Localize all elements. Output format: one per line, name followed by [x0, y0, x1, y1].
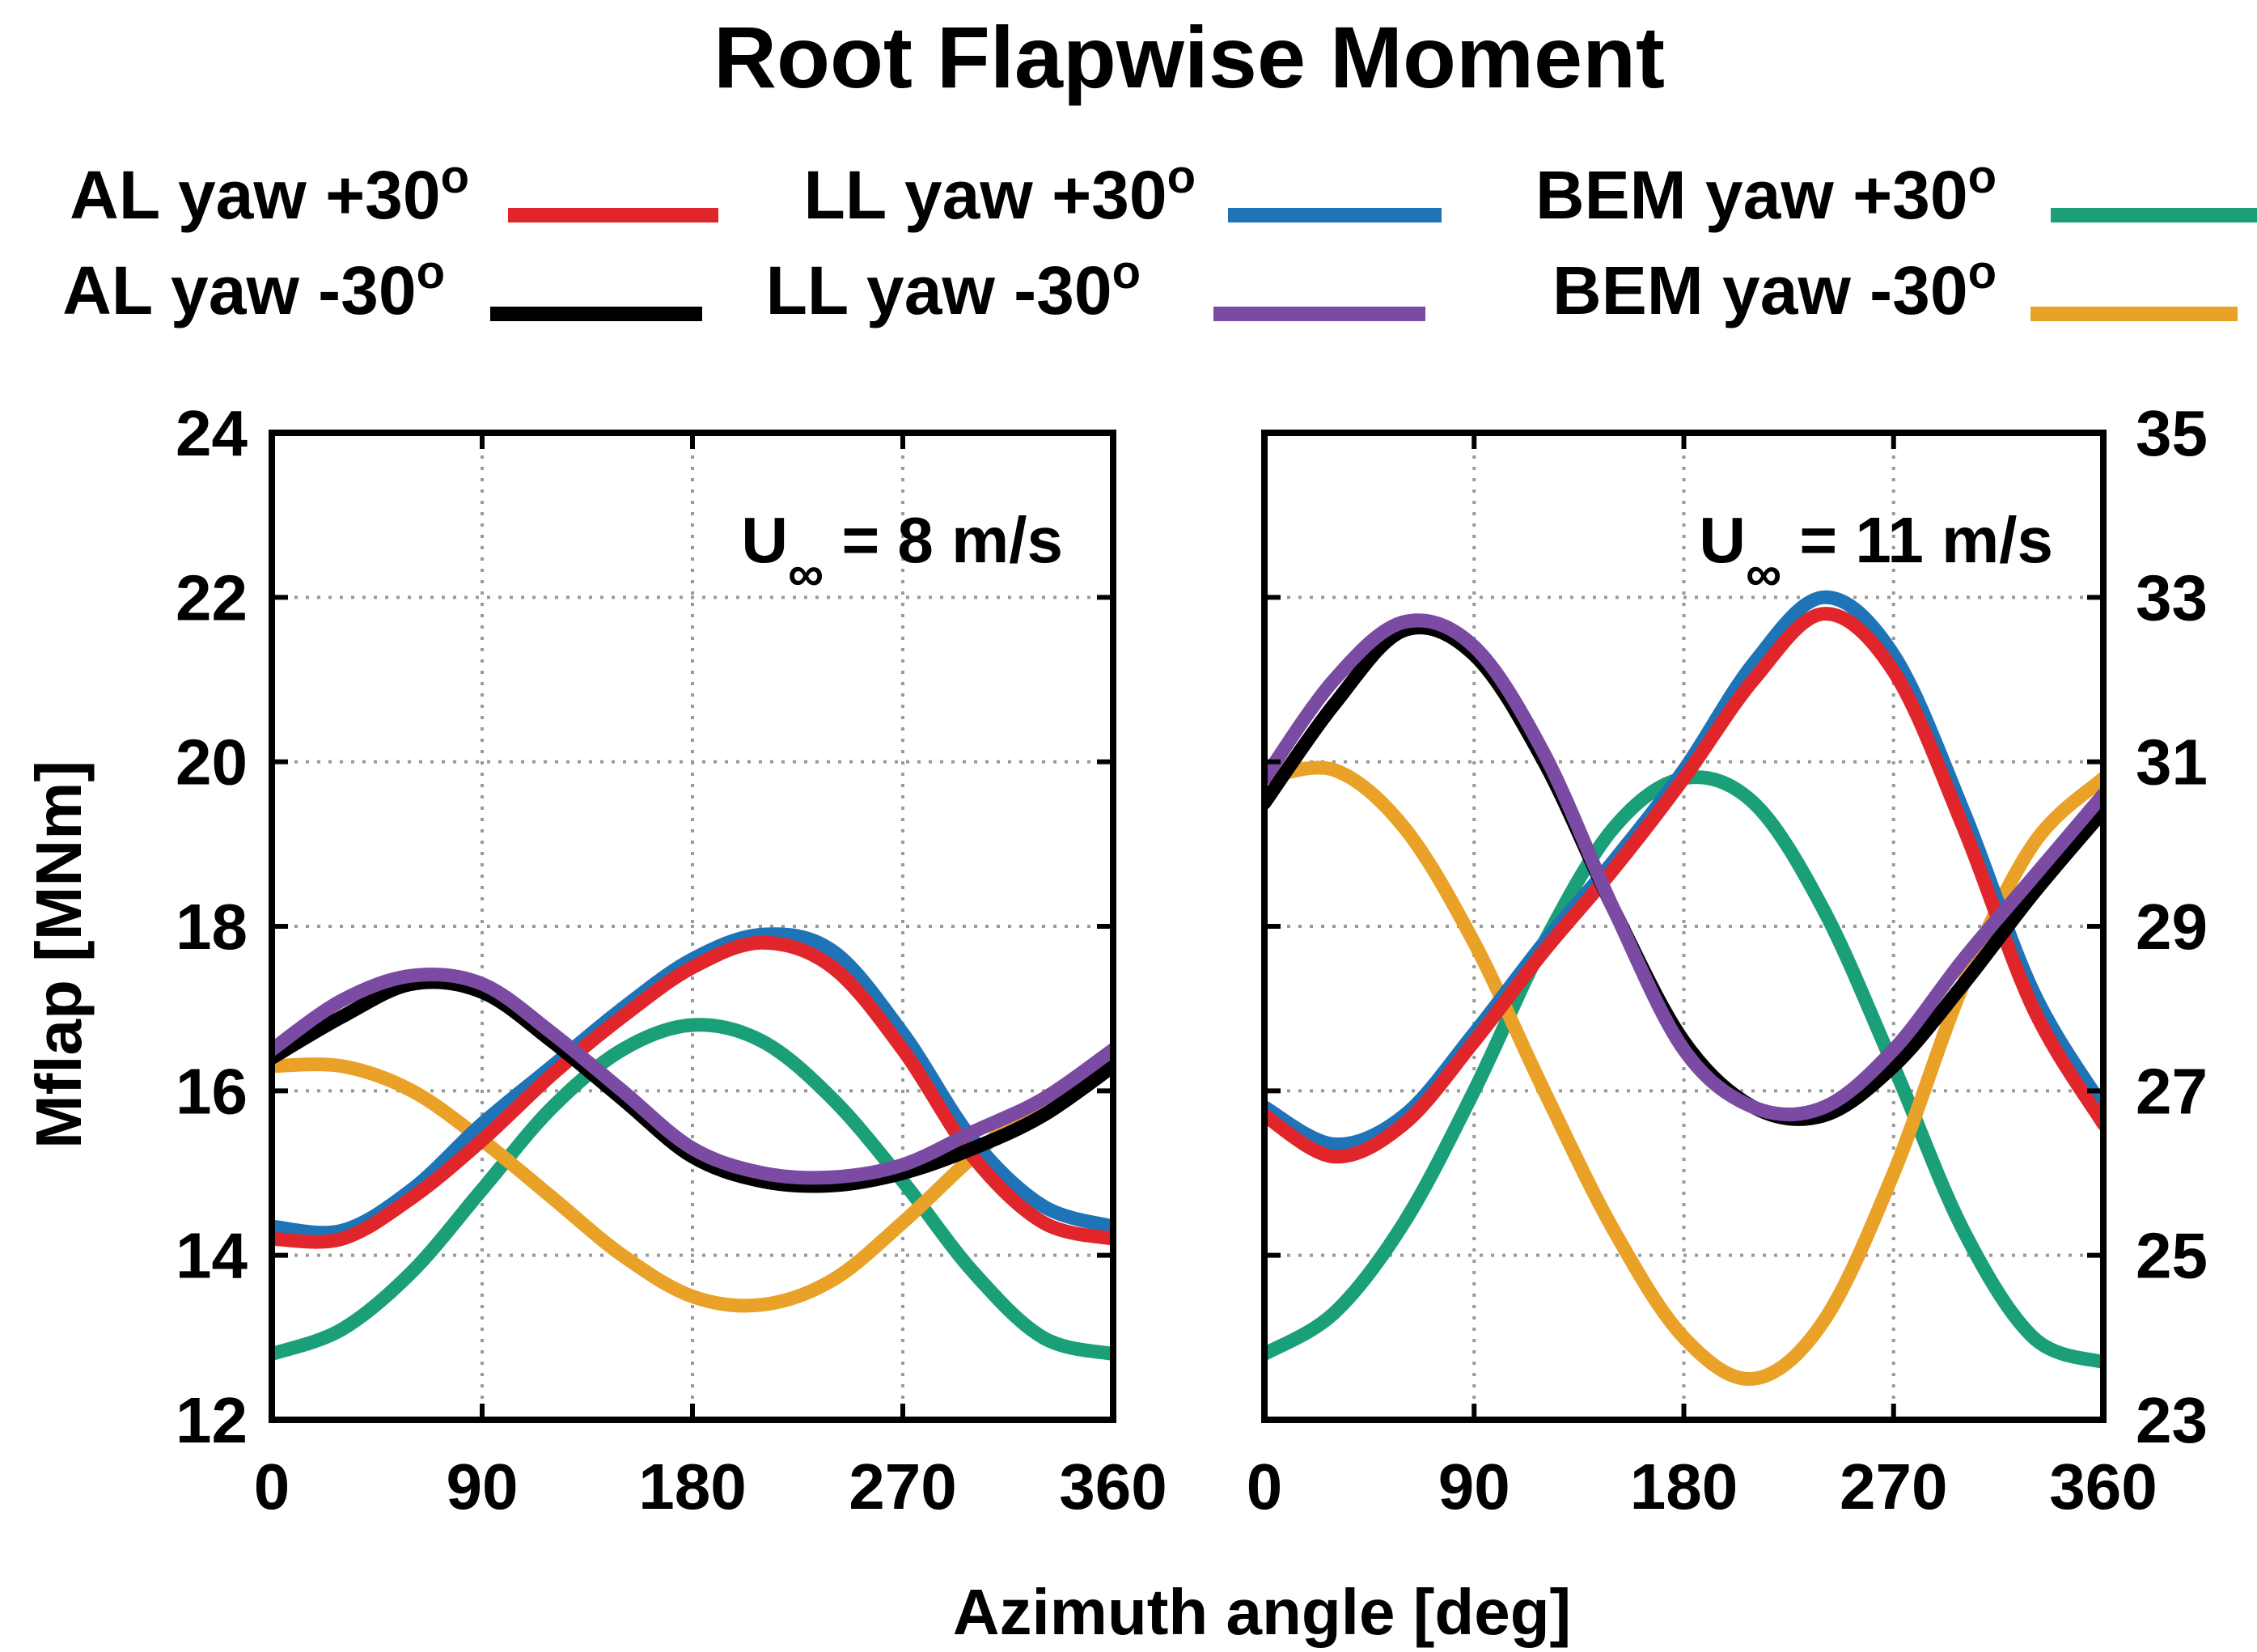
series-line	[272, 975, 1113, 1193]
x-tick-label: 90	[1438, 1451, 1510, 1523]
x-tick-label: 270	[1840, 1451, 1947, 1523]
y-tick-label: 14	[176, 1220, 248, 1292]
legend-entry: AL yaw -30o	[62, 246, 702, 329]
series-line	[272, 1018, 1113, 1362]
y-tick-label: 22	[176, 561, 248, 633]
x-tick-label: 180	[1630, 1451, 1738, 1523]
series-line	[272, 935, 1113, 1249]
x-tick-label: 180	[638, 1451, 746, 1523]
series-line	[272, 967, 1113, 1185]
legend-label: LL yaw -30o	[766, 246, 1141, 329]
x-tick-label: 360	[1059, 1451, 1167, 1523]
y-tick-label: 35	[2136, 397, 2208, 469]
y-tick-label: 18	[176, 891, 248, 963]
legend-label: AL yaw -30o	[62, 246, 445, 329]
y-tick-label: 25	[2136, 1220, 2208, 1292]
y-tick-label: 31	[2136, 726, 2208, 798]
legend-entry: BEM yaw -30o	[1552, 246, 2238, 329]
legend-label: AL yaw +30o	[70, 150, 469, 234]
legend-entry: BEM yaw +30o	[1535, 150, 2257, 234]
y-tick-label: 23	[2136, 1384, 2208, 1456]
x-axis-label: Azimuth angle [deg]	[953, 1576, 1571, 1648]
series-group	[1264, 590, 2103, 1386]
legend-label: LL yaw +30o	[804, 150, 1196, 234]
x-tick-label: 0	[1247, 1451, 1283, 1523]
series-line	[1264, 607, 2103, 1164]
y-tick-label: 12	[176, 1384, 248, 1456]
chart-title: Root Flapwise Moment	[714, 8, 1665, 106]
x-tick-label: 90	[447, 1451, 519, 1523]
y-axis-label: Mflap [MNm]	[23, 760, 95, 1149]
x-tick-label: 270	[849, 1451, 956, 1523]
legend-entry: LL yaw +30o	[804, 150, 1442, 234]
y-tick-label: 16	[176, 1055, 248, 1127]
legend-entry: AL yaw +30o	[70, 150, 718, 234]
y-tick-label: 20	[176, 726, 248, 798]
y-tick-label: 24	[176, 397, 248, 469]
y-tick-label: 27	[2136, 1055, 2208, 1127]
x-tick-label: 0	[254, 1451, 290, 1523]
y-tick-label: 33	[2136, 561, 2208, 633]
legend-label: BEM yaw -30o	[1552, 246, 1997, 329]
series-group	[272, 927, 1113, 1362]
series-line	[1264, 613, 2103, 1122]
x-tick-label: 360	[2049, 1451, 2157, 1523]
y-tick-label: 29	[2136, 891, 2208, 963]
legend-entry: LL yaw -30o	[766, 246, 1425, 329]
legend-label: BEM yaw +30o	[1535, 150, 1997, 234]
legend: AL yaw +30o LL yaw +30o BEM yaw +30o AL yaw…	[62, 150, 2257, 329]
